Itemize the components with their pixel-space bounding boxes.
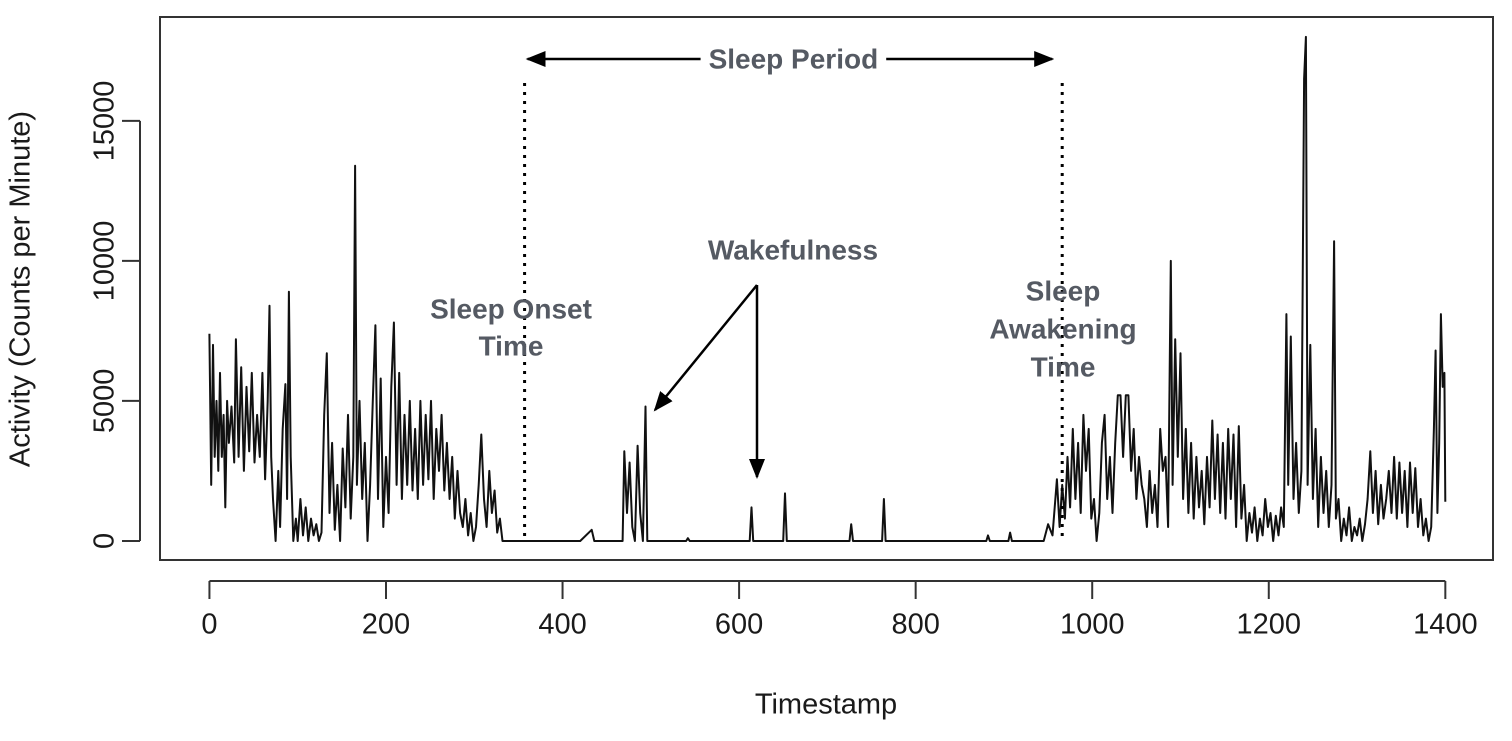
x-tick-label: 600 — [715, 609, 763, 641]
y-tick-label: 0 — [89, 533, 121, 549]
annotation-text: Time — [479, 330, 544, 361]
x-axis-label: Timestamp — [755, 689, 897, 721]
annotation-text: Sleep Period — [709, 43, 879, 74]
annotation-text: Wakefulness — [708, 234, 878, 265]
y-tick-label: 5000 — [89, 369, 121, 434]
annotation-text: Time — [1031, 351, 1096, 382]
y-axis-label: Activity (Counts per Minute) — [5, 111, 37, 467]
wake-arrow — [653, 284, 758, 412]
x-tick-label: 800 — [891, 609, 939, 641]
annotation-text: Sleep Onset — [430, 293, 592, 324]
y-tick-label: 10000 — [89, 221, 121, 302]
x-tick-label: 1200 — [1237, 609, 1302, 641]
x-tick-label: 1400 — [1413, 609, 1478, 641]
x-tick-label: 400 — [538, 609, 586, 641]
annotation-text: Awakening — [989, 313, 1136, 344]
x-tick-label: 200 — [362, 609, 410, 641]
activity-line — [208, 35, 1447, 542]
x-tick-label: 1000 — [1060, 609, 1125, 641]
plot-frame — [159, 16, 1494, 561]
y-tick-label: 15000 — [89, 81, 121, 162]
x-tick-label: 0 — [201, 609, 217, 641]
annotation-text: Sleep — [1026, 275, 1101, 306]
